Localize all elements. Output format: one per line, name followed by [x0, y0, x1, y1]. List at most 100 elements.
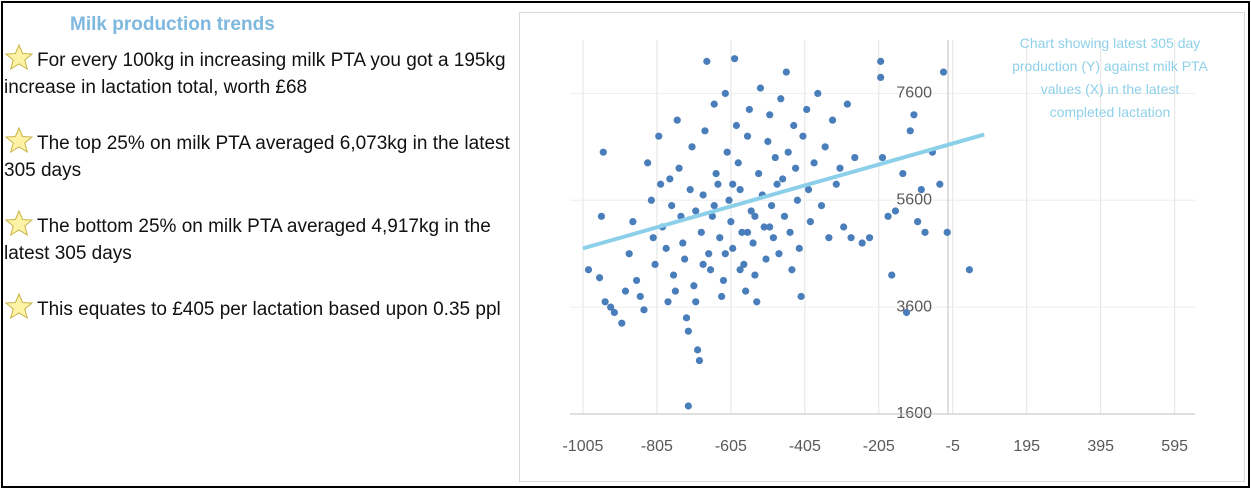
point — [657, 180, 665, 188]
point — [621, 287, 630, 295]
point — [747, 207, 755, 215]
point — [817, 202, 826, 210]
chart-area — [519, 12, 1245, 482]
point — [743, 132, 752, 140]
point — [734, 159, 742, 167]
point — [755, 169, 763, 178]
point — [675, 164, 683, 172]
point — [851, 153, 859, 162]
bullet: The bottom 25% on milk PTA averaged 4,91… — [4, 209, 519, 267]
point — [649, 234, 657, 242]
point — [771, 153, 779, 162]
point — [719, 276, 728, 285]
x-tick-label: -1005 — [562, 438, 603, 455]
point — [836, 164, 844, 172]
panel-title: Milk production trends — [70, 14, 275, 35]
bullet-text: For every 100kg in increasing milk PTA y… — [4, 50, 506, 98]
point — [688, 143, 696, 151]
point — [832, 180, 840, 188]
point — [721, 89, 729, 98]
point — [767, 202, 776, 210]
point — [784, 148, 792, 156]
point — [723, 148, 731, 156]
point — [595, 274, 604, 282]
point — [682, 314, 691, 322]
x-tick-label: 595 — [1161, 438, 1188, 455]
point — [888, 271, 896, 279]
point — [762, 255, 770, 263]
trendline — [582, 132, 985, 251]
point — [803, 105, 811, 114]
point — [782, 68, 790, 76]
point — [877, 73, 885, 81]
point — [686, 186, 694, 194]
point — [640, 306, 648, 314]
point — [891, 207, 900, 215]
point — [840, 223, 848, 231]
x-tick-label: -405 — [789, 438, 821, 455]
point — [775, 250, 783, 258]
point — [799, 132, 807, 140]
point — [690, 282, 698, 290]
point — [943, 228, 951, 236]
point — [877, 57, 885, 65]
point — [793, 196, 802, 204]
point — [736, 266, 744, 274]
point — [760, 223, 768, 231]
point — [647, 196, 655, 204]
point — [858, 239, 866, 247]
point — [902, 308, 911, 317]
point — [712, 169, 720, 178]
star-icon — [4, 43, 34, 71]
point — [779, 175, 787, 183]
point — [597, 212, 606, 220]
point — [669, 271, 678, 279]
point — [751, 271, 759, 279]
point — [910, 111, 918, 119]
point — [701, 127, 709, 135]
point — [791, 164, 800, 172]
point — [865, 234, 874, 242]
point — [601, 298, 609, 306]
point — [607, 303, 615, 311]
point — [706, 266, 715, 274]
point — [703, 57, 711, 65]
point — [584, 266, 593, 274]
point — [705, 250, 713, 258]
point — [716, 234, 724, 242]
x-tick-label: -805 — [641, 438, 673, 455]
point — [899, 169, 907, 178]
point — [738, 228, 746, 236]
point — [708, 212, 716, 220]
bullet-text: The top 25% on milk PTA averaged 6,073kg… — [4, 133, 510, 181]
chart-annotation: Chart showing latest 305 day production … — [1012, 35, 1208, 120]
point — [684, 327, 692, 335]
point — [745, 105, 753, 114]
star-icon — [4, 209, 34, 237]
point — [655, 132, 663, 140]
point — [692, 298, 700, 306]
star-icon — [4, 126, 34, 154]
bullet-text: The bottom 25% on milk PTA averaged 4,91… — [4, 216, 491, 264]
bullet: The top 25% on milk PTA averaged 6,073kg… — [4, 126, 519, 184]
bullet: This equates to £405 per lactation based… — [4, 292, 519, 323]
y-tick-label: 5600 — [896, 192, 932, 209]
x-tick-label: -205 — [863, 438, 895, 455]
point — [906, 127, 914, 135]
point — [843, 100, 851, 108]
point — [718, 292, 726, 301]
point — [751, 212, 759, 220]
x-tick-label: -5 — [946, 438, 960, 455]
point — [668, 202, 676, 210]
point — [788, 266, 796, 274]
point — [695, 356, 704, 365]
point — [679, 239, 687, 247]
point — [764, 137, 772, 146]
point — [692, 207, 700, 215]
point — [732, 121, 741, 130]
x-tick-label: 195 — [1013, 438, 1040, 455]
point — [729, 244, 737, 252]
point — [766, 223, 774, 231]
